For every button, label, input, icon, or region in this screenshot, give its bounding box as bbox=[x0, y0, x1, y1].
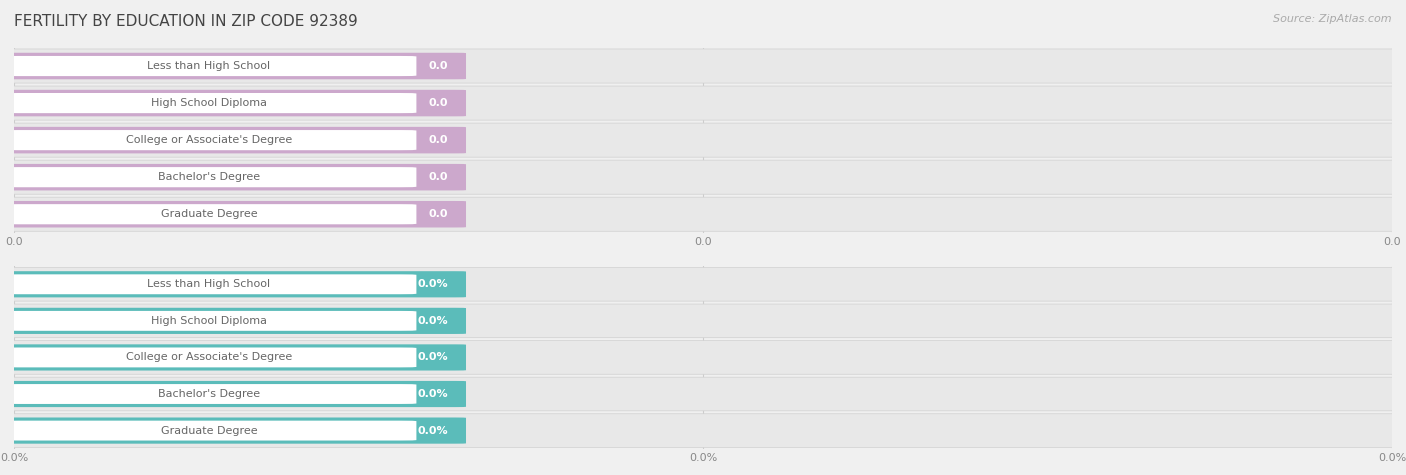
FancyBboxPatch shape bbox=[3, 201, 465, 228]
FancyBboxPatch shape bbox=[0, 49, 1406, 83]
FancyBboxPatch shape bbox=[1, 421, 416, 440]
FancyBboxPatch shape bbox=[3, 164, 465, 190]
FancyBboxPatch shape bbox=[1, 93, 416, 113]
FancyBboxPatch shape bbox=[0, 341, 1406, 374]
FancyBboxPatch shape bbox=[0, 160, 1406, 194]
FancyBboxPatch shape bbox=[0, 377, 1406, 411]
Text: 0.0: 0.0 bbox=[429, 172, 449, 182]
Text: High School Diploma: High School Diploma bbox=[150, 316, 267, 326]
Text: 0.0%: 0.0% bbox=[418, 352, 449, 362]
Text: Graduate Degree: Graduate Degree bbox=[160, 209, 257, 219]
Text: 0.0%: 0.0% bbox=[418, 426, 449, 436]
FancyBboxPatch shape bbox=[3, 271, 465, 297]
Text: 0.0%: 0.0% bbox=[418, 316, 449, 326]
FancyBboxPatch shape bbox=[1, 384, 416, 404]
FancyBboxPatch shape bbox=[1, 348, 416, 367]
FancyBboxPatch shape bbox=[0, 414, 1406, 447]
FancyBboxPatch shape bbox=[0, 304, 1406, 338]
FancyBboxPatch shape bbox=[3, 418, 465, 444]
Text: Less than High School: Less than High School bbox=[148, 61, 270, 71]
FancyBboxPatch shape bbox=[1, 56, 416, 76]
FancyBboxPatch shape bbox=[3, 90, 465, 116]
FancyBboxPatch shape bbox=[3, 53, 465, 79]
Text: Less than High School: Less than High School bbox=[148, 279, 270, 289]
Text: Graduate Degree: Graduate Degree bbox=[160, 426, 257, 436]
FancyBboxPatch shape bbox=[1, 204, 416, 224]
Text: College or Associate's Degree: College or Associate's Degree bbox=[127, 135, 292, 145]
FancyBboxPatch shape bbox=[1, 275, 416, 294]
Text: 0.0: 0.0 bbox=[429, 209, 449, 219]
Text: 0.0: 0.0 bbox=[429, 135, 449, 145]
Text: 0.0%: 0.0% bbox=[418, 279, 449, 289]
Text: College or Associate's Degree: College or Associate's Degree bbox=[127, 352, 292, 362]
FancyBboxPatch shape bbox=[3, 127, 465, 153]
Text: High School Diploma: High School Diploma bbox=[150, 98, 267, 108]
FancyBboxPatch shape bbox=[3, 344, 465, 370]
Text: 0.0: 0.0 bbox=[429, 61, 449, 71]
Text: 0.0%: 0.0% bbox=[418, 389, 449, 399]
FancyBboxPatch shape bbox=[1, 311, 416, 331]
FancyBboxPatch shape bbox=[1, 167, 416, 187]
Text: Bachelor's Degree: Bachelor's Degree bbox=[157, 172, 260, 182]
Text: Source: ZipAtlas.com: Source: ZipAtlas.com bbox=[1274, 14, 1392, 24]
Text: 0.0: 0.0 bbox=[429, 98, 449, 108]
FancyBboxPatch shape bbox=[3, 308, 465, 334]
FancyBboxPatch shape bbox=[0, 123, 1406, 157]
FancyBboxPatch shape bbox=[0, 197, 1406, 231]
Text: Bachelor's Degree: Bachelor's Degree bbox=[157, 389, 260, 399]
FancyBboxPatch shape bbox=[1, 130, 416, 150]
Text: FERTILITY BY EDUCATION IN ZIP CODE 92389: FERTILITY BY EDUCATION IN ZIP CODE 92389 bbox=[14, 14, 357, 29]
FancyBboxPatch shape bbox=[0, 267, 1406, 301]
FancyBboxPatch shape bbox=[0, 86, 1406, 120]
FancyBboxPatch shape bbox=[3, 381, 465, 407]
